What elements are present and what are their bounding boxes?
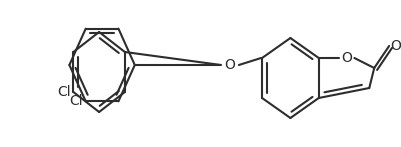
- Text: O: O: [340, 51, 351, 65]
- Text: O: O: [390, 39, 401, 53]
- Text: Cl: Cl: [57, 85, 70, 99]
- Text: O: O: [224, 58, 235, 72]
- Text: Cl: Cl: [69, 94, 83, 108]
